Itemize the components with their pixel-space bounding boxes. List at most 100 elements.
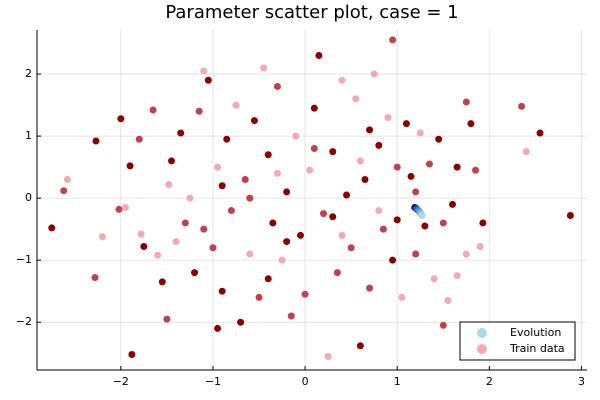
- x-tick-label: 3: [578, 375, 585, 388]
- point: [172, 238, 180, 246]
- y-tick-label: 0: [25, 191, 32, 204]
- point: [425, 160, 433, 168]
- point: [412, 188, 420, 196]
- point: [370, 70, 378, 78]
- point: [121, 203, 129, 211]
- legend-marker: [477, 328, 487, 338]
- point: [154, 251, 162, 259]
- point: [453, 272, 461, 280]
- point: [301, 290, 309, 298]
- point: [269, 219, 277, 227]
- point: [366, 284, 374, 292]
- point: [278, 256, 286, 264]
- point: [338, 231, 346, 239]
- point: [200, 67, 208, 75]
- point: [218, 287, 226, 295]
- point: [479, 219, 487, 227]
- point: [384, 113, 392, 121]
- point: [264, 151, 272, 159]
- point: [453, 163, 461, 171]
- point: [60, 187, 68, 195]
- point: [472, 166, 480, 174]
- point: [283, 188, 291, 196]
- point: [227, 207, 235, 215]
- x-tick-label: 1: [394, 375, 401, 388]
- point: [223, 135, 231, 143]
- point: [476, 243, 484, 251]
- point: [462, 250, 470, 258]
- point: [237, 318, 245, 326]
- point: [324, 352, 332, 360]
- point: [186, 194, 194, 202]
- point: [398, 293, 406, 301]
- point: [287, 312, 295, 320]
- point: [421, 222, 429, 230]
- point: [149, 106, 157, 114]
- y-tick-label: 1: [25, 129, 32, 142]
- point: [407, 172, 415, 180]
- x-tick-label: −2: [113, 375, 129, 388]
- point: [195, 107, 203, 115]
- point: [200, 225, 208, 233]
- legend-box: [459, 321, 576, 361]
- point: [536, 129, 544, 137]
- point: [283, 238, 291, 246]
- legend-label: Train data: [509, 342, 565, 355]
- point: [137, 230, 145, 238]
- point: [232, 101, 240, 109]
- point: [467, 120, 475, 128]
- point: [255, 293, 263, 301]
- point: [264, 275, 272, 283]
- point: [140, 243, 148, 251]
- point: [260, 64, 268, 72]
- point: [333, 269, 341, 277]
- point: [214, 324, 222, 332]
- point: [91, 274, 99, 282]
- point: [246, 250, 254, 258]
- point: [135, 135, 143, 143]
- x-tick-label: 0: [302, 375, 309, 388]
- y-tick-label: −1: [16, 253, 32, 266]
- point: [63, 176, 71, 184]
- point: [366, 126, 374, 134]
- point: [375, 141, 383, 149]
- point: [117, 115, 125, 123]
- point: [126, 162, 134, 170]
- point: [310, 145, 318, 153]
- point: [204, 76, 212, 84]
- point: [439, 321, 447, 329]
- point: [522, 148, 530, 156]
- point: [418, 212, 426, 220]
- point: [444, 297, 452, 305]
- point: [218, 182, 226, 190]
- point: [375, 207, 383, 215]
- point: [128, 350, 136, 358]
- point: [338, 76, 346, 84]
- point: [329, 213, 337, 221]
- point: [273, 169, 281, 177]
- x-tick-label: −1: [205, 375, 221, 388]
- point: [379, 225, 387, 233]
- point: [393, 216, 401, 224]
- chart-title: Parameter scatter plot, case = 1: [165, 2, 458, 23]
- point: [389, 36, 397, 44]
- point: [347, 244, 355, 252]
- legend-marker: [477, 344, 487, 354]
- y-tick-label: 2: [25, 67, 32, 80]
- point: [412, 250, 420, 258]
- point: [416, 129, 424, 137]
- point: [315, 51, 323, 59]
- point: [168, 157, 176, 165]
- point: [165, 180, 173, 188]
- point: [329, 148, 337, 156]
- point: [209, 244, 217, 252]
- point: [448, 200, 456, 208]
- legend-label: Evolution: [510, 326, 561, 339]
- point: [361, 176, 369, 184]
- point: [430, 275, 438, 283]
- point: [393, 163, 401, 171]
- point: [306, 166, 314, 174]
- point: [320, 210, 328, 218]
- point: [356, 157, 364, 165]
